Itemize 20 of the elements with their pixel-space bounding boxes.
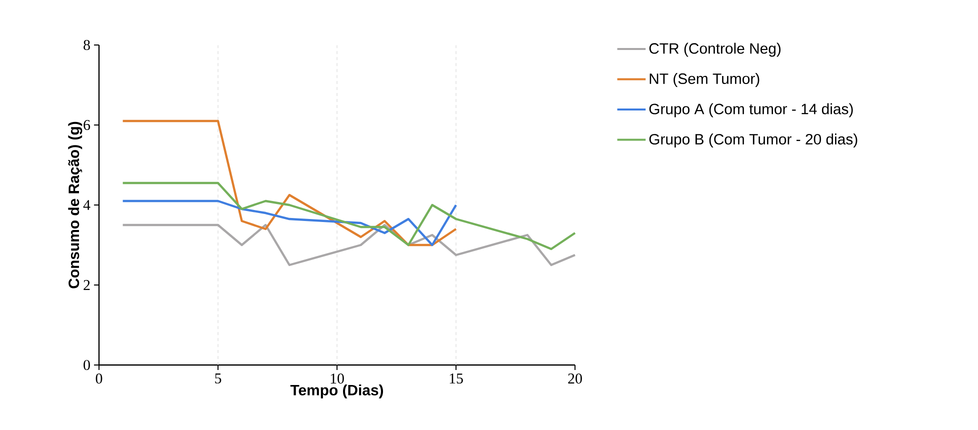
legend-label: CTR (Controle Neg)	[649, 42, 781, 57]
y-tick-label: 4	[83, 200, 90, 210]
legend-label: Grupo B (Com Tumor - 20 dias)	[649, 134, 858, 148]
x-tick-label: 10	[330, 374, 344, 384]
y-tick-label: 2	[84, 280, 90, 290]
x-tick-label: 5	[215, 374, 222, 384]
y-tick-label: 8	[84, 40, 90, 50]
y-tick-label: 0	[84, 360, 90, 370]
y-tick-label: 6	[84, 120, 90, 130]
legend-label: NT (Sem Tumor)	[650, 73, 760, 87]
x-axis-title: Tempo (Dias)	[290, 384, 384, 398]
legend-label: Grupo A (Com tumor - 14 dias)	[649, 103, 853, 118]
line-series	[122, 200, 458, 246]
line-series	[122, 224, 576, 266]
x-tick-label: 0	[96, 374, 102, 384]
y-axis-title: Consumo de Ração) (g)	[68, 122, 82, 288]
x-tick-label: 15	[450, 374, 463, 384]
line-series	[122, 120, 458, 246]
line-series	[122, 182, 576, 250]
x-tick-label: 20	[568, 374, 582, 384]
